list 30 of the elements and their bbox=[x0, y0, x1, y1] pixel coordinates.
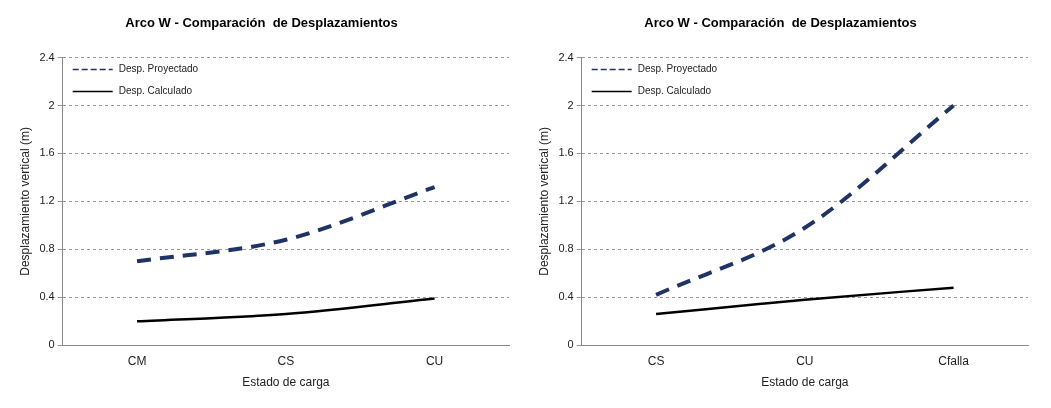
legend-label: Desp. Calculado bbox=[118, 85, 193, 97]
legend-label: Desp. Proyectado bbox=[637, 63, 718, 75]
y-tick-label: 0.4 bbox=[39, 290, 55, 303]
legend-label: Desp. Calculado bbox=[637, 85, 712, 97]
y-tick-label: 0.4 bbox=[558, 290, 574, 303]
y-tick-label: 1.6 bbox=[39, 146, 55, 159]
y-tick-label: 0 bbox=[48, 338, 55, 351]
y-tick-label: 2 bbox=[48, 98, 55, 111]
y-tick-label: 2.4 bbox=[39, 50, 55, 63]
y-axis-title: Desplazamiento vertical (m) bbox=[536, 127, 551, 276]
y-tick-label: 2.4 bbox=[558, 50, 574, 63]
x-tick-label: CU bbox=[796, 353, 814, 368]
x-axis-title: Estado de carga bbox=[761, 375, 849, 390]
x-tick-label: CS bbox=[277, 353, 295, 368]
x-axis-title: Estado de carga bbox=[242, 375, 330, 390]
y-tick-label: 0 bbox=[567, 338, 574, 351]
y-tick-label: 0.8 bbox=[39, 242, 55, 255]
x-tick-label: CS bbox=[647, 353, 665, 368]
y-tick-label: 1.2 bbox=[39, 194, 55, 207]
chart-title: Arco W - Comparación de Desplazamientos bbox=[644, 15, 917, 31]
y-tick-label: 1.6 bbox=[558, 146, 574, 159]
x-tick-label: Cfalla bbox=[938, 353, 970, 368]
x-tick-label: CM bbox=[127, 353, 147, 368]
y-axis-title: Desplazamiento vertical (m) bbox=[17, 127, 32, 276]
x-tick-label: CU bbox=[425, 353, 444, 368]
y-tick-label: 1.2 bbox=[558, 194, 574, 207]
y-tick-label: 2 bbox=[567, 98, 574, 111]
y-tick-label: 0.8 bbox=[558, 242, 574, 255]
chart-title: Arco W - Comparación de Desplazamientos bbox=[125, 15, 398, 31]
legend-label: Desp. Proyectado bbox=[118, 63, 199, 75]
